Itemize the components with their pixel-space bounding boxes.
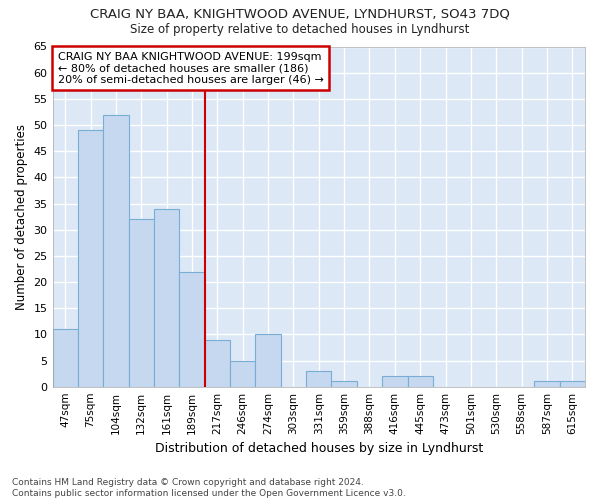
Bar — [128, 219, 154, 386]
Bar — [103, 114, 128, 386]
Bar — [382, 376, 407, 386]
Bar — [256, 334, 281, 386]
Text: Contains HM Land Registry data © Crown copyright and database right 2024.
Contai: Contains HM Land Registry data © Crown c… — [12, 478, 406, 498]
Bar — [331, 382, 357, 386]
Bar — [560, 382, 585, 386]
Bar — [154, 208, 179, 386]
Bar — [230, 360, 256, 386]
Bar — [78, 130, 103, 386]
X-axis label: Distribution of detached houses by size in Lyndhurst: Distribution of detached houses by size … — [155, 442, 483, 455]
Bar — [534, 382, 560, 386]
Bar — [205, 340, 230, 386]
Text: CRAIG NY BAA, KNIGHTWOOD AVENUE, LYNDHURST, SO43 7DQ: CRAIG NY BAA, KNIGHTWOOD AVENUE, LYNDHUR… — [90, 8, 510, 20]
Bar — [179, 272, 205, 386]
Bar — [306, 371, 331, 386]
Text: CRAIG NY BAA KNIGHTWOOD AVENUE: 199sqm
← 80% of detached houses are smaller (186: CRAIG NY BAA KNIGHTWOOD AVENUE: 199sqm ←… — [58, 52, 324, 85]
Text: Size of property relative to detached houses in Lyndhurst: Size of property relative to detached ho… — [130, 22, 470, 36]
Bar — [53, 329, 78, 386]
Bar — [407, 376, 433, 386]
Y-axis label: Number of detached properties: Number of detached properties — [15, 124, 28, 310]
